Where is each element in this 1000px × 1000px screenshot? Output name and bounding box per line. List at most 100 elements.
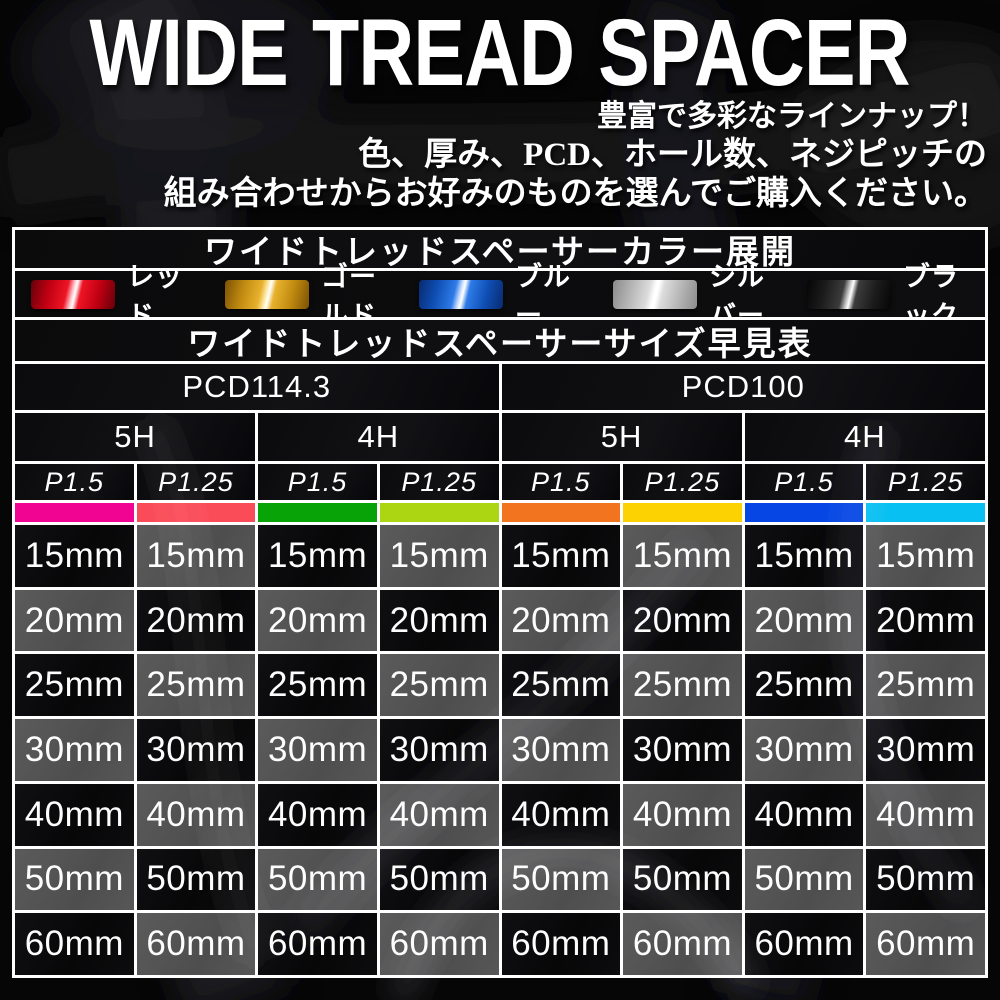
size-cell-r3-c8: 25mm: [866, 654, 985, 717]
color-item-black: ブラック: [791, 262, 985, 331]
thread-pitch-cell-PCD100-4H-P1.25: P1.25: [866, 464, 985, 500]
hole-count-cell-PCD114.3-4H: 4H: [258, 413, 499, 461]
pitch-color-bar: [623, 503, 742, 522]
size-cell-r6-c3: 50mm: [258, 848, 377, 911]
size-cell-r3-c3: 25mm: [258, 654, 377, 717]
size-cell-r5-c1: 40mm: [15, 783, 134, 846]
size-cell-r1-c8: 15mm: [866, 525, 985, 587]
color-label-black: ブラック: [903, 262, 959, 331]
size-cell-r7-c8: 60mm: [866, 913, 985, 975]
size-cell-r2-c4: 20mm: [379, 589, 499, 652]
size-cell-r5-c7: 40mm: [744, 783, 864, 846]
size-cell-r3-c4: 25mm: [379, 654, 499, 717]
size-cell-r3-c1: 25mm: [15, 654, 134, 717]
pitch-color-bar: [15, 503, 134, 522]
size-cell-r4-c6: 30mm: [623, 719, 742, 781]
size-cell-r1-c7: 15mm: [744, 525, 864, 587]
size-cell-r6-c1: 50mm: [15, 848, 134, 911]
size-table-header: ワイドトレッドスペーサーサイズ早見表: [15, 320, 985, 364]
size-cell-r6-c8: 50mm: [866, 848, 985, 911]
pcd-row: PCD114.3 PCD100: [15, 364, 985, 413]
size-cell-r3-c5: 25mm: [501, 654, 621, 717]
size-cell-r7-c1: 60mm: [15, 913, 134, 975]
size-cell-r1-c4: 15mm: [379, 525, 499, 587]
thread-pitch-cell-PCD114.3-4H-P1.5: P1.5: [258, 464, 377, 500]
thread-pitch-row: P1.5 P1.25 P1.5 P1.25 P1.5 P1.25 P1.5 P1.25: [15, 464, 985, 503]
size-cell-r5-c5: 40mm: [501, 783, 621, 846]
size-cell-r5-c3: 40mm: [258, 783, 377, 846]
size-cell-r2-c1: 20mm: [15, 589, 134, 652]
color-swatch-red-icon: [31, 279, 115, 309]
size-cell-r5-c8: 40mm: [866, 783, 985, 846]
size-cell-r6-c6: 50mm: [623, 848, 742, 911]
size-cell-r1-c3: 15mm: [258, 525, 377, 587]
size-cell-r4-c2: 30mm: [136, 719, 256, 781]
tagline-line-3: 組み合わせからお好みのものを選んでご購入ください。: [163, 176, 987, 212]
size-cell-r5-c2: 40mm: [136, 783, 256, 846]
hole-count-cell-PCD100-5H: 5H: [501, 413, 742, 461]
size-cell-r4-c4: 30mm: [379, 719, 499, 781]
pitch-color-bar: [866, 503, 985, 522]
size-cell-r6-c5: 50mm: [501, 848, 621, 911]
size-cell-r1-c5: 15mm: [501, 525, 621, 587]
size-cell-r3-c2: 25mm: [136, 654, 256, 717]
pitch-color-bar: [744, 503, 864, 522]
pitch-color-bar-row: [15, 503, 985, 525]
color-swatch-blue-icon: [419, 279, 503, 309]
size-table-header-text: ワイドトレッドスペーサーサイズ早見表: [187, 324, 813, 362]
page-title: WIDE TREAD SPACER: [0, 1, 1000, 106]
page-title-text: WIDE TREAD SPACER: [89, 0, 911, 107]
size-cell-r7-c6: 60mm: [623, 913, 742, 975]
size-cell-r1-c2: 15mm: [136, 525, 256, 587]
size-cell-r6-c7: 50mm: [744, 848, 864, 911]
size-cell-r1-c1: 15mm: [15, 525, 134, 587]
hole-count-cell-PCD100-4H: 4H: [744, 413, 985, 461]
size-cell-r6-c2: 50mm: [136, 848, 256, 911]
hole-count-cell-PCD114.3-5H: 5H: [15, 413, 256, 461]
thread-pitch-cell-PCD100-5H-P1.5: P1.5: [501, 464, 621, 500]
size-cell-r7-c5: 60mm: [501, 913, 621, 975]
pcd-header-cell-PCD100: PCD100: [501, 364, 985, 410]
size-cell-r2-c8: 20mm: [866, 589, 985, 652]
color-item-red: レッド: [15, 262, 209, 331]
hole-count-row: 5H 4H 5H 4H: [15, 413, 985, 464]
pitch-color-bar: [501, 503, 621, 522]
thread-pitch-cell-PCD100-5H-P1.25: P1.25: [623, 464, 742, 500]
size-cell-r4-c8: 30mm: [866, 719, 985, 781]
tagline-line-2: 色、厚み、PCD、ホール数、ネジピッチの: [358, 137, 987, 173]
size-cell-r4-c7: 30mm: [744, 719, 864, 781]
size-cell-r7-c2: 60mm: [136, 913, 256, 975]
size-cell-r5-c4: 40mm: [379, 783, 499, 846]
color-swatch-silver-icon: [613, 279, 697, 309]
thread-pitch-cell-PCD100-4H-P1.5: P1.5: [744, 464, 864, 500]
spec-board: ワイドトレッドスペーサーカラー展開 レッド ゴールド ブルー シルバー ブラック ワイド…: [12, 227, 988, 978]
size-cell-r7-c4: 60mm: [379, 913, 499, 975]
thread-pitch-cell-PCD114.3-5H-P1.5: P1.5: [15, 464, 134, 500]
color-item-silver: シルバー: [597, 262, 791, 331]
tagline: 豊富で多彩なラインナップ！ 色、厚み、PCD、ホール数、ネジピッチの 組み合わせ…: [164, 99, 987, 213]
pitch-color-bar: [136, 503, 256, 522]
tagline-line-1: 豊富で多彩なラインナップ！: [597, 100, 987, 133]
thread-pitch-cell-PCD114.3-5H-P1.25: P1.25: [136, 464, 256, 500]
size-cell-r7-c7: 60mm: [744, 913, 864, 975]
color-swatch-row: レッド ゴールド ブルー シルバー ブラック: [15, 262, 985, 331]
pitch-color-bar: [379, 503, 499, 522]
size-cell-r6-c4: 50mm: [379, 848, 499, 911]
size-cell-r3-c7: 25mm: [744, 654, 864, 717]
size-cell-r4-c1: 30mm: [15, 719, 134, 781]
size-cell-r4-c5: 30mm: [501, 719, 621, 781]
thread-pitch-cell-PCD114.3-4H-P1.25: P1.25: [379, 464, 499, 500]
pitch-color-bar: [258, 503, 377, 522]
size-cell-r7-c3: 60mm: [258, 913, 377, 975]
size-cell-r2-c6: 20mm: [623, 589, 742, 652]
color-item-blue: ブルー: [403, 262, 597, 331]
pcd-header-cell-PCD114.3: PCD114.3: [15, 364, 499, 410]
color-swatch-black-icon: [807, 279, 891, 309]
size-cell-r4-c3: 30mm: [258, 719, 377, 781]
size-cell-r2-c2: 20mm: [136, 589, 256, 652]
color-swatch-gold-icon: [225, 279, 309, 309]
color-item-gold: ゴールド: [209, 262, 403, 331]
size-cell-r2-c5: 20mm: [501, 589, 621, 652]
size-cell-r5-c6: 40mm: [623, 783, 742, 846]
